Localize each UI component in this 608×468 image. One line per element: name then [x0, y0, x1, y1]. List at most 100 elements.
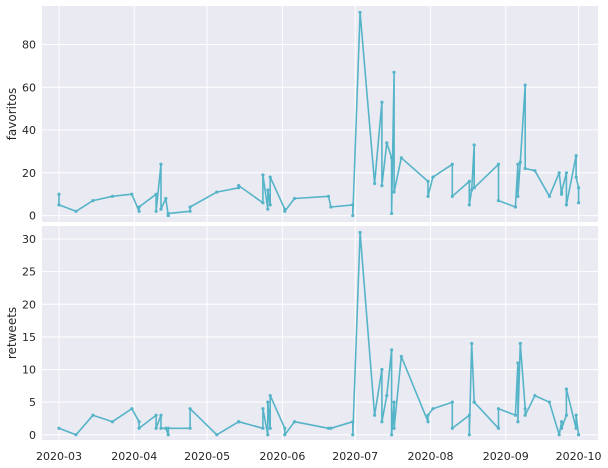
y-axis-label: favoritos: [5, 88, 19, 141]
data-point: [380, 100, 384, 104]
data-point: [351, 203, 355, 207]
data-point: [385, 141, 389, 145]
data-point: [533, 169, 537, 173]
y-tick-label: 0: [29, 210, 36, 223]
x-tick-label: 2020-06: [259, 450, 305, 463]
x-tick-label: 2020-05: [184, 450, 230, 463]
data-point: [557, 171, 561, 175]
data-point: [57, 203, 61, 207]
y-tick-label: 10: [22, 364, 36, 377]
data-point: [292, 420, 297, 424]
data-point: [472, 186, 476, 190]
data-point: [373, 413, 377, 417]
y-tick-label: 15: [22, 331, 36, 344]
data-point: [130, 192, 134, 196]
data-point: [261, 201, 265, 205]
data-point: [513, 413, 518, 417]
data-point: [450, 194, 454, 198]
data-point: [373, 181, 377, 186]
x-tick-label: 2020-09: [483, 450, 529, 463]
data-point: [166, 426, 170, 430]
data-point: [392, 400, 396, 404]
data-point: [283, 426, 287, 430]
data-point: [110, 194, 115, 198]
data-point: [390, 156, 394, 160]
data-point: [564, 413, 569, 417]
data-point: [557, 433, 561, 437]
data-point: [564, 387, 569, 391]
y-tick-label: 80: [22, 38, 36, 51]
data-point: [392, 70, 396, 74]
data-point: [399, 156, 403, 160]
data-point: [166, 211, 170, 216]
data-point: [57, 192, 61, 196]
data-point: [137, 209, 141, 213]
data-point: [266, 188, 270, 192]
data-point: [154, 426, 158, 430]
data-point: [516, 361, 520, 365]
data-point: [159, 207, 163, 211]
data-point: [547, 400, 552, 404]
data-point: [576, 433, 581, 437]
data-point: [559, 190, 564, 194]
x-tick-label: 2020-08: [407, 450, 453, 463]
data-point: [472, 400, 476, 404]
data-point: [516, 420, 520, 424]
panel-retweets: 0 5 10 15 20 25 30 retweets 2020-03 2020-04 2020-0…: [5, 226, 602, 463]
data-point: [518, 160, 522, 164]
data-point: [392, 190, 396, 194]
data-point: [188, 407, 192, 411]
data-point: [351, 433, 355, 437]
data-point: [154, 209, 158, 213]
data-point: [450, 162, 454, 166]
data-point: [266, 433, 270, 437]
data-point: [137, 205, 141, 209]
data-point: [576, 201, 581, 205]
data-point: [472, 143, 476, 147]
data-point: [268, 426, 272, 430]
data-point: [261, 407, 265, 411]
data-point: [237, 420, 241, 424]
data-point: [470, 341, 474, 346]
data-point: [110, 420, 115, 424]
y-tick-label: 40: [22, 124, 36, 137]
data-point: [385, 394, 389, 398]
data-point: [431, 407, 435, 411]
data-point: [390, 211, 394, 216]
data-point: [164, 426, 168, 430]
data-point: [188, 209, 192, 213]
data-point: [137, 426, 141, 430]
data-point: [268, 394, 272, 398]
data-point: [392, 426, 396, 430]
panel-favoritos: 0 20 40 60 80 favoritos: [5, 6, 598, 223]
data-point: [268, 203, 272, 207]
data-point: [496, 407, 501, 411]
plot-background: [42, 226, 598, 440]
data-point: [188, 205, 192, 209]
data-point: [266, 207, 270, 211]
data-point: [559, 426, 564, 430]
plot-background: [42, 6, 598, 222]
data-point: [574, 413, 578, 417]
data-point: [74, 433, 78, 437]
data-point: [351, 213, 355, 218]
data-point: [564, 171, 569, 175]
data-point: [523, 407, 527, 411]
data-point: [467, 179, 471, 183]
data-point: [326, 194, 331, 198]
data-point: [326, 426, 331, 430]
data-point: [426, 420, 430, 424]
data-point: [533, 394, 537, 398]
data-point: [496, 426, 501, 430]
data-point: [516, 162, 520, 166]
data-point: [164, 196, 168, 201]
data-point: [431, 175, 435, 179]
data-point: [559, 420, 564, 424]
data-point: [91, 199, 95, 203]
data-point: [283, 433, 287, 437]
data-point: [523, 83, 527, 87]
data-point: [564, 203, 569, 207]
data-point: [523, 166, 527, 171]
data-point: [137, 420, 141, 424]
